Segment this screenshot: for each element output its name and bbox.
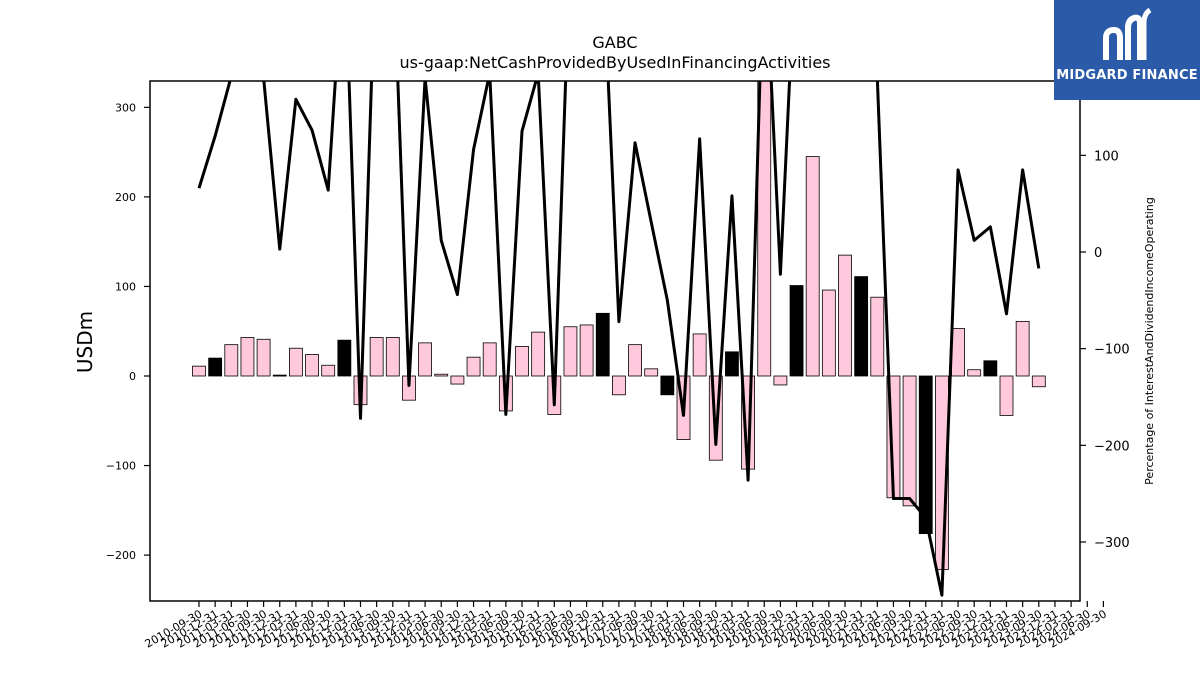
bar [951, 328, 965, 377]
y-tick-label: 300 [115, 101, 136, 114]
bar [466, 356, 481, 377]
bar [321, 364, 336, 377]
bar [224, 344, 239, 377]
bar [515, 346, 529, 377]
bar [531, 331, 546, 377]
bar [563, 326, 578, 377]
bar [725, 351, 739, 377]
bar [967, 369, 982, 377]
right-y-tick-label: 100 [1094, 149, 1119, 164]
y-tick-label: 100 [115, 280, 136, 293]
bar [240, 337, 255, 377]
right-y-tick-label: −200 [1094, 439, 1130, 454]
bar [450, 375, 465, 385]
bar [644, 368, 659, 377]
logo-text: MIDGARD FINANCE [1056, 68, 1198, 83]
y-tick-label: −200 [106, 549, 136, 562]
ratio-line [197, 81, 1041, 597]
bar [789, 285, 804, 377]
bar [1015, 320, 1030, 377]
bar [208, 357, 223, 377]
y-tick-label: 0 [129, 370, 136, 383]
bar [628, 344, 642, 377]
bar [192, 365, 206, 377]
brand-logo: MIDGARD FINANCE [1054, 0, 1200, 100]
bar [595, 312, 610, 377]
bar [579, 324, 594, 377]
bar [337, 339, 352, 377]
bar [256, 338, 271, 377]
bar [902, 375, 917, 507]
bar [983, 360, 998, 377]
bar [272, 374, 287, 377]
logo-mark-icon [1103, 7, 1152, 60]
bars-group [192, 81, 1046, 570]
bar [660, 375, 675, 396]
line-group [197, 81, 1041, 597]
bar [999, 375, 1014, 416]
bar [805, 156, 820, 377]
plot-frame [149, 80, 1081, 602]
bar [773, 375, 788, 386]
bar [870, 296, 885, 377]
bar [288, 347, 303, 377]
right-y-tick-label: −300 [1094, 536, 1130, 551]
bar [369, 337, 384, 377]
bar [821, 289, 836, 377]
bar [305, 354, 319, 377]
bar [692, 333, 707, 377]
bar [854, 276, 869, 377]
right-y-axis-label: Percentage of InterestAndDividendIncomeO… [1143, 197, 1156, 485]
bar [757, 81, 772, 377]
right-y-tick-label: −100 [1094, 343, 1130, 358]
y-tick-label: −100 [106, 460, 136, 473]
y-tick-label: 200 [115, 191, 136, 204]
chart-subtitle: us-gaap:NetCashProvidedByUsedInFinancing… [399, 53, 830, 72]
bar [918, 375, 933, 535]
bar [482, 342, 497, 377]
bar [418, 342, 433, 377]
axes-group: −200−1000100200300−300−200−10001002010-0… [106, 80, 1130, 651]
bar [385, 337, 400, 377]
bar [434, 373, 449, 377]
y-axis-label: USDm [73, 311, 97, 373]
bar [1031, 375, 1046, 388]
right-y-tick-label: 0 [1094, 246, 1102, 261]
bar [838, 254, 852, 377]
chart-title: GABC [592, 33, 637, 52]
bar [612, 375, 626, 396]
